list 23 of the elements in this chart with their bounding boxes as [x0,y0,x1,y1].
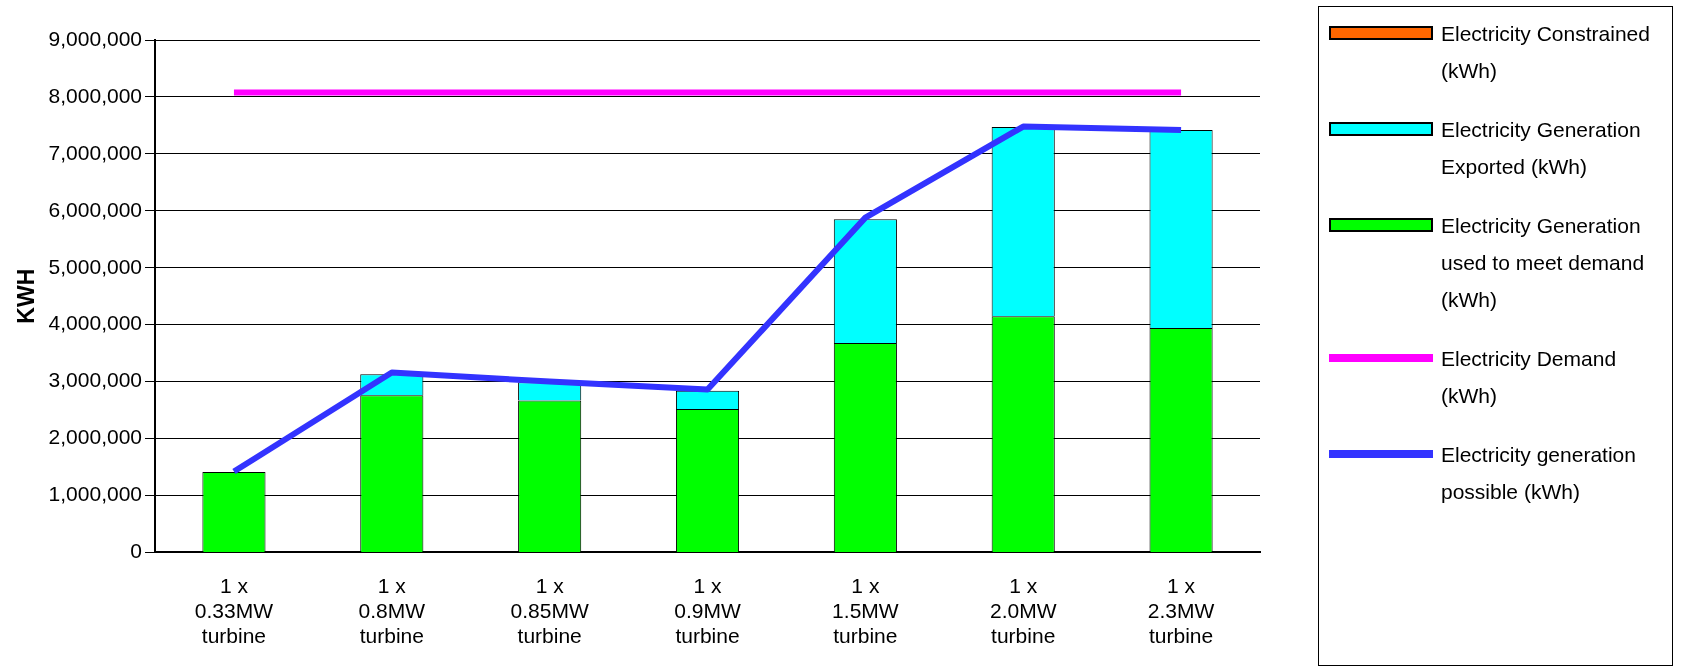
y-tick-label: 2,000,000 [48,425,143,449]
x-tick-label: 1 x 1.5MW turbine [832,573,899,648]
legend-label: Electricity Constrained (kWh) [1441,21,1651,84]
y-tick-label: 4,000,000 [48,311,143,335]
x-tick-label: 1 x 0.33MW turbine [194,573,274,648]
legend-label: Electricity generation possible (kWh) [1441,442,1637,505]
y-tick-label: 0 [130,539,143,563]
y-axis-title: KWH [13,268,40,324]
y-tick-label: 7,000,000 [48,140,143,164]
x-tick-label: 1 x 0.85MW turbine [510,573,589,648]
y-tick-label: 8,000,000 [48,83,143,107]
x-tick-label: 1 x 0.9MW turbine [674,573,741,648]
y-tick-label: 9,000,000 [48,26,143,50]
legend-label: Electricity Demand (kWh) [1441,346,1618,409]
legend-label: Electricity Generation used to meet demand (kWh) [1441,213,1646,313]
y-tick-label: 5,000,000 [48,254,143,278]
y-tick-label: 1,000,000 [48,482,143,506]
legend-label: Electricity Generation Exported (kWh) [1441,117,1642,180]
y-tick-label: 3,000,000 [48,368,143,392]
y-tick-label: 6,000,000 [48,197,143,221]
x-tick-label: 1 x 0.8MW turbine [358,573,426,648]
x-tick-label: 1 x 2.3MW turbine [1147,573,1215,648]
x-tick-label: 1 x 2.0MW turbine [989,573,1057,648]
